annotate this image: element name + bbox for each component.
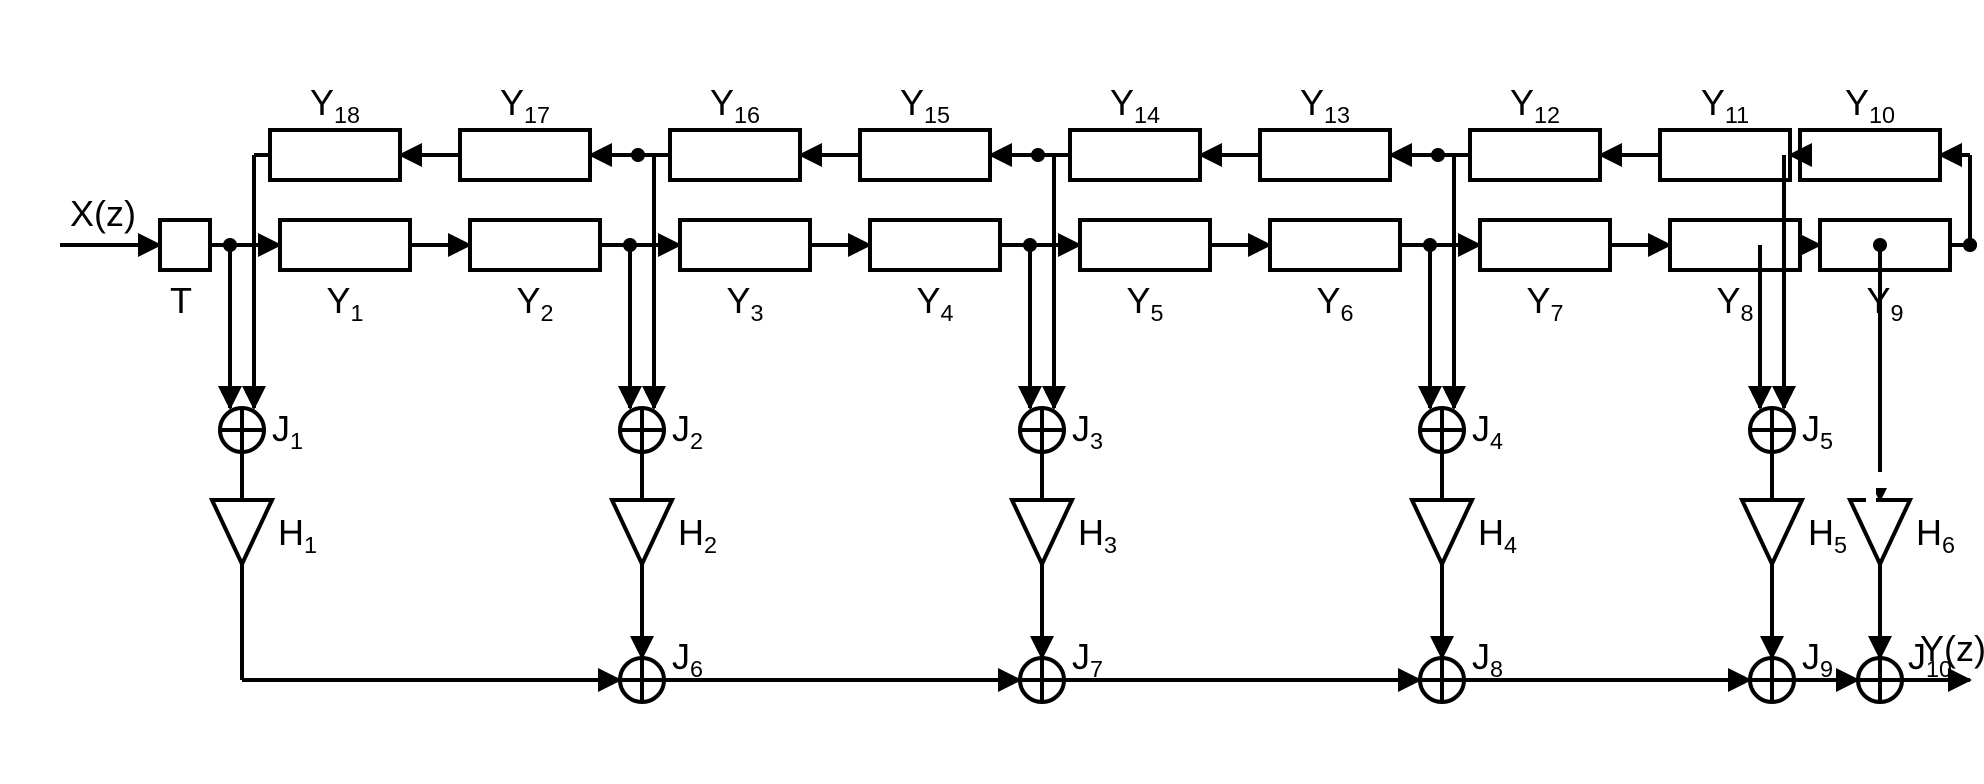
label: J2 xyxy=(672,408,703,455)
label: T xyxy=(170,280,192,322)
label: J7 xyxy=(1072,636,1103,683)
label: Y6 xyxy=(1316,280,1353,327)
label: Y7 xyxy=(1526,280,1563,327)
label: Y4 xyxy=(916,280,953,327)
label: H1 xyxy=(278,512,317,559)
label: Y15 xyxy=(900,82,950,129)
label: H4 xyxy=(1478,512,1517,559)
label: Y11 xyxy=(1701,82,1749,129)
label: Y12 xyxy=(1510,82,1560,129)
label: Y13 xyxy=(1300,82,1350,129)
label: Y8 xyxy=(1716,280,1753,327)
label: H3 xyxy=(1078,512,1117,559)
label: J5 xyxy=(1802,408,1833,455)
label: J3 xyxy=(1072,408,1103,455)
label: H2 xyxy=(678,512,717,559)
label: Y1 xyxy=(326,280,363,327)
label: Y16 xyxy=(710,82,760,129)
label: J4 xyxy=(1472,408,1503,455)
signal-flow-diagram xyxy=(0,0,1984,784)
label: Y(z) xyxy=(1920,628,1984,670)
label: Y9 xyxy=(1866,280,1903,327)
label: Y2 xyxy=(516,280,553,327)
label: H6 xyxy=(1916,512,1955,559)
label: Y5 xyxy=(1126,280,1163,327)
label: J1 xyxy=(272,408,303,455)
label: J8 xyxy=(1472,636,1503,683)
label: J6 xyxy=(672,636,703,683)
label: Y3 xyxy=(726,280,763,327)
label: Y14 xyxy=(1110,82,1160,129)
label: H5 xyxy=(1808,512,1847,559)
label: Y18 xyxy=(310,82,360,129)
label: Y10 xyxy=(1845,82,1895,129)
label: J9 xyxy=(1802,636,1833,683)
label: Y17 xyxy=(500,82,550,129)
label: X(z) xyxy=(70,193,136,235)
